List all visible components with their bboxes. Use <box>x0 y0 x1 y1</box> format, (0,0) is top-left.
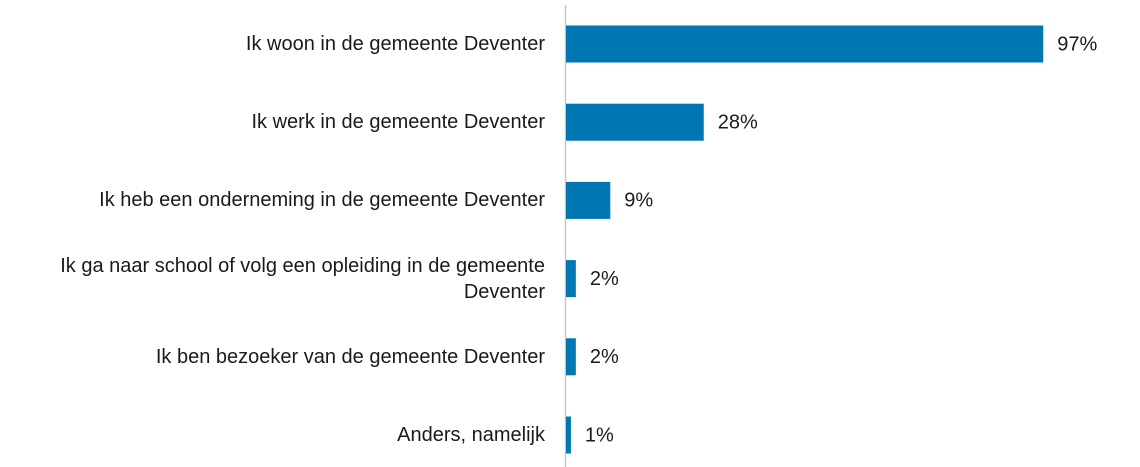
category-label: Ik ben bezoeker van de gemeente Deventer <box>155 345 545 368</box>
value-label: 97% <box>1057 33 1097 55</box>
value-label: 28% <box>718 111 758 133</box>
value-label: 2% <box>590 346 619 368</box>
bar <box>566 181 611 219</box>
category-label: Ik ga naar school of volg een opleiding … <box>60 254 545 303</box>
category-label: Ik heb een onderneming in de gemeente De… <box>99 189 545 212</box>
category-label: Ik werk in de gemeente Deventer <box>251 111 546 134</box>
value-label: 2% <box>590 268 619 290</box>
bar <box>566 103 704 141</box>
value-label: 9% <box>624 190 653 212</box>
bar <box>566 338 576 376</box>
category-label: Anders, namelijk <box>397 424 545 446</box>
value-label: 1% <box>585 424 614 446</box>
bar <box>566 260 576 298</box>
category-label: Ik woon in de gemeente Deventer <box>245 33 545 55</box>
bar <box>566 25 1044 63</box>
bar <box>566 416 571 454</box>
